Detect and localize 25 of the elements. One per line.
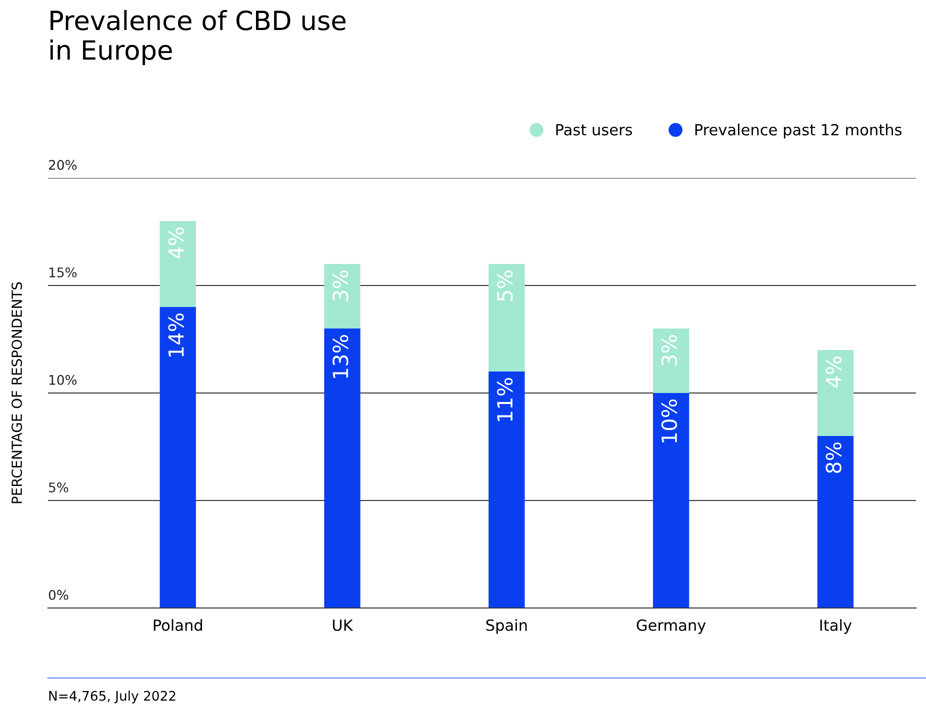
data-label: 3% — [332, 270, 348, 301]
x-tick-label: UK — [332, 620, 354, 631]
data-label: 8% — [826, 442, 842, 474]
x-tick-label: Germany — [636, 619, 706, 634]
y-axis-title: PERCENTAGE OF RESPONDENTS — [12, 282, 22, 504]
legend-label: Prevalence past 12 months — [695, 124, 902, 138]
data-label: 14% — [168, 314, 184, 356]
text: N=4,765, July 2022 — [49, 690, 176, 704]
data-label: 11% — [496, 378, 513, 421]
x-tick-label: Poland — [154, 619, 202, 631]
y-tick-label: 10% — [49, 374, 77, 385]
y-tick-label: 15% — [49, 267, 77, 278]
data-label: 5% — [496, 270, 513, 301]
y-tick-label: 5% — [49, 482, 68, 492]
data-label: 3% — [661, 335, 678, 366]
x-tick-label: Italy — [820, 619, 852, 634]
data-label: 10% — [661, 400, 678, 442]
data-label: 4% — [826, 356, 842, 388]
data-label: 13% — [332, 335, 348, 378]
legend-label: Past users — [556, 124, 632, 136]
y-tick-label: 20% — [48, 160, 77, 170]
data-label: 4% — [168, 228, 184, 258]
y-tick-label: 0% — [48, 590, 68, 600]
x-tick-label: Spain — [486, 619, 527, 634]
chart-title: Prevalence of CBD use in Europe — [50, 10, 346, 66]
